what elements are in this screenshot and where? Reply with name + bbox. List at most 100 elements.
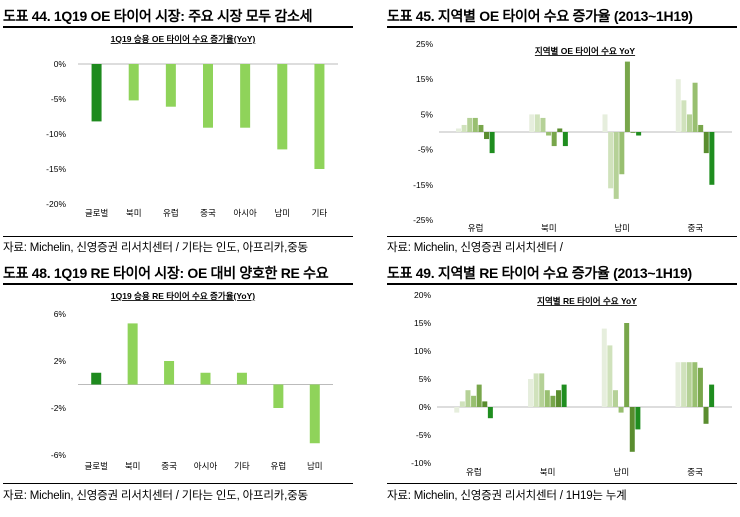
y-tick-label: -5% — [51, 94, 67, 104]
bar — [612, 390, 618, 407]
x-category-label: 중국 — [200, 208, 216, 218]
y-tick-label: 0% — [54, 59, 67, 69]
bar — [546, 132, 552, 136]
bar — [273, 384, 284, 408]
x-category-label: 아시아 — [233, 208, 257, 218]
bar — [556, 390, 562, 407]
bar — [236, 372, 247, 385]
bar — [533, 373, 539, 407]
y-tick-label: -10% — [411, 458, 431, 468]
x-category-label: 유럽 — [468, 223, 484, 233]
bar — [619, 132, 625, 175]
source-rule — [3, 236, 353, 237]
y-tick-label: -2% — [51, 403, 67, 413]
bar — [602, 114, 608, 132]
bar — [476, 384, 482, 407]
bar — [544, 390, 550, 407]
bar — [461, 124, 467, 132]
bar — [681, 362, 687, 407]
x-category-label: 유럽 — [466, 467, 482, 477]
y-tick-label: 2% — [54, 356, 67, 366]
bar — [703, 407, 709, 424]
bar — [635, 407, 641, 430]
bar — [164, 361, 175, 385]
chart-re-1q19: 1Q19 승용 RE 타이어 수요 증가율(YoY) 6% 2% -2% -6% 글로벌 북… — [3, 287, 353, 482]
x-category-label: 북미 — [126, 208, 142, 218]
bar — [471, 395, 477, 407]
x-category-label: 글로벌 — [84, 461, 108, 471]
bar — [675, 79, 681, 132]
bar — [608, 132, 614, 189]
bar — [618, 407, 624, 413]
bar — [200, 372, 211, 385]
bar — [240, 64, 251, 128]
chart-title: 지역별 RE 타이어 수요 YoY — [537, 296, 637, 306]
bar — [459, 401, 465, 407]
chart-title: 1Q19 승용 RE 타이어 수요 증가율(YoY) — [111, 291, 255, 301]
bar — [607, 345, 613, 407]
bar — [314, 64, 325, 169]
bar — [528, 379, 534, 407]
x-category-label: 남미 — [307, 461, 323, 471]
bar — [309, 384, 320, 444]
y-tick-label: -6% — [51, 450, 67, 460]
y-tick-label: -15% — [413, 180, 433, 190]
source-rule — [3, 483, 353, 484]
bar — [636, 132, 642, 136]
x-category-label: 기타 — [312, 208, 328, 218]
bar — [703, 132, 709, 154]
source-rule — [387, 236, 737, 237]
y-tick-label: -20% — [46, 199, 66, 209]
bar — [203, 64, 213, 128]
bar — [692, 82, 698, 132]
x-category-label: 남미 — [614, 467, 630, 477]
bar — [465, 390, 471, 407]
bar — [478, 124, 484, 132]
chart-title: 1Q19 승용 OE 타이어 수요 증가율(YoY) — [111, 34, 256, 44]
chart-title: 지역별 OE 타이어 수요 YoY — [535, 46, 636, 56]
y-tick-label: 0% — [419, 402, 432, 412]
y-tick-label: -5% — [416, 430, 432, 440]
bar — [467, 117, 473, 132]
chart-re-region: 지역별 RE 타이어 수요 YoY 20% 15% 10% 5% 0% -5% -10% 유럽 북… — [387, 287, 737, 482]
bar — [127, 323, 138, 385]
bar — [675, 362, 681, 407]
bar — [686, 114, 692, 132]
bar — [550, 395, 556, 407]
x-category-label: 중국 — [688, 223, 704, 233]
bar — [613, 132, 619, 199]
y-tick-label: 25% — [416, 39, 433, 49]
y-tick-label: -5% — [418, 145, 434, 155]
x-category-label: 글로벌 — [85, 208, 109, 218]
title-rule — [3, 26, 353, 28]
bar — [561, 384, 567, 407]
bar — [629, 407, 635, 452]
x-category-label: 남미 — [614, 223, 630, 233]
y-tick-label: -15% — [46, 164, 66, 174]
y-tick-label: -10% — [46, 129, 66, 139]
bar — [709, 132, 715, 185]
source-note: 자료: Michelin, 신영증권 리서치센터 / 기타는 인도, 아프리카,… — [3, 490, 308, 502]
bar — [630, 132, 636, 133]
y-tick-label: 20% — [414, 290, 431, 300]
x-category-label: 남미 — [274, 208, 290, 218]
bar — [624, 61, 630, 132]
title-rule — [387, 283, 737, 285]
panel-title: 도표 45. 지역별 OE 타이어 수요 증가율 (2013~1H19) — [387, 8, 693, 24]
y-tick-label: 15% — [414, 318, 431, 328]
panel-title: 도표 44. 1Q19 OE 타이어 시장: 주요 시장 모두 감소세 — [3, 8, 313, 24]
bar — [165, 64, 176, 107]
title-rule — [3, 283, 353, 285]
source-rule — [387, 483, 737, 484]
bar — [539, 373, 545, 407]
bar — [698, 124, 704, 132]
x-category-label: 북미 — [540, 467, 556, 477]
x-category-label: 유럽 — [163, 208, 179, 218]
source-note: 자료: Michelin, 신영증권 리서치센터 / — [387, 242, 563, 254]
bar — [472, 117, 478, 132]
bar — [489, 132, 495, 154]
title-rule — [387, 26, 737, 28]
y-tick-label: 15% — [416, 74, 433, 84]
y-tick-label: 6% — [54, 309, 67, 319]
chart-oe-1q19: 1Q19 승용 OE 타이어 수요 증가율(YoY) 0% -5% -10% -15% -… — [3, 30, 353, 235]
